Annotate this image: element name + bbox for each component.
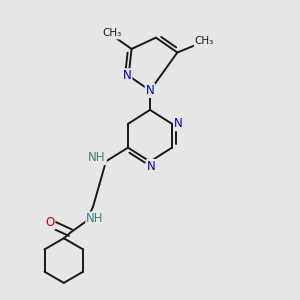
Text: O: O: [45, 216, 55, 229]
Text: N: N: [174, 117, 183, 130]
Text: NH: NH: [86, 212, 104, 226]
Text: CH₃: CH₃: [103, 28, 122, 38]
Text: N: N: [123, 69, 131, 82]
Text: N: N: [147, 160, 156, 173]
Text: NH: NH: [88, 151, 106, 164]
Text: CH₃: CH₃: [195, 36, 214, 46]
Text: N: N: [146, 84, 154, 97]
